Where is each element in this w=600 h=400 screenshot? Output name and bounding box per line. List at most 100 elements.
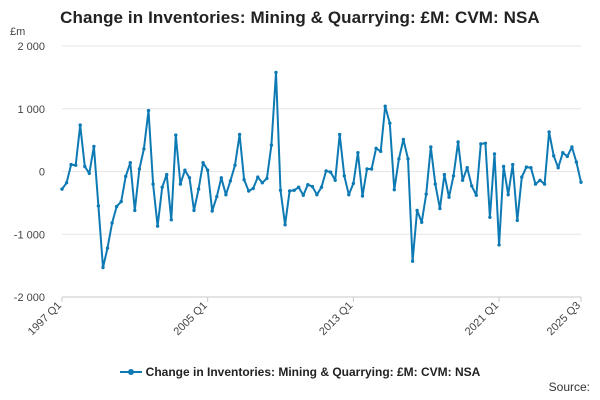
data-point xyxy=(547,130,551,134)
data-point xyxy=(356,151,360,155)
data-point xyxy=(146,108,151,113)
data-point xyxy=(333,178,337,182)
data-point xyxy=(64,181,69,185)
data-point xyxy=(287,189,292,193)
data-point xyxy=(542,182,547,186)
data-point xyxy=(374,146,378,150)
data-point xyxy=(60,187,64,191)
data-point xyxy=(488,215,492,219)
data-point xyxy=(383,104,387,108)
data-point xyxy=(465,166,469,170)
data-point xyxy=(119,199,123,204)
data-point xyxy=(351,181,356,186)
data-point xyxy=(497,243,501,247)
data-point xyxy=(424,192,428,196)
data-point xyxy=(260,181,264,185)
data-point xyxy=(306,183,310,187)
data-point xyxy=(492,152,497,156)
data-point xyxy=(315,193,319,197)
data-point xyxy=(251,186,255,191)
data-point xyxy=(265,176,269,181)
data-point xyxy=(137,167,142,171)
data-point xyxy=(561,151,565,155)
data-point xyxy=(210,209,214,213)
data-point xyxy=(342,174,346,178)
data-point xyxy=(574,160,579,164)
data-point xyxy=(524,165,529,169)
data-point xyxy=(87,171,92,176)
axes xyxy=(61,296,582,302)
y-tick-label: 1 000 xyxy=(17,104,45,116)
data-point xyxy=(215,194,219,199)
y-tick-label: -2 000 xyxy=(14,292,45,304)
y-tick-label: 2 000 xyxy=(17,41,45,53)
data-point xyxy=(292,188,296,192)
data-point xyxy=(228,179,233,183)
data-point xyxy=(474,193,478,197)
data-point xyxy=(392,188,396,192)
data-point xyxy=(552,154,556,158)
data-point xyxy=(155,224,160,228)
data-point xyxy=(133,208,137,213)
data-point xyxy=(401,137,406,142)
data-point xyxy=(278,188,283,192)
data-point xyxy=(83,164,87,169)
data-point xyxy=(360,194,365,198)
data-point xyxy=(520,175,524,179)
data-point xyxy=(415,208,419,213)
data-point xyxy=(78,123,82,127)
x-tick-label: 2005 Q1 xyxy=(171,300,209,338)
data-point xyxy=(324,169,328,173)
data-point xyxy=(347,193,351,197)
data-point xyxy=(74,163,78,167)
data-point xyxy=(379,149,383,154)
data-point xyxy=(447,195,451,199)
data-point xyxy=(565,154,569,159)
x-tick-label: 2013 Q1 xyxy=(317,300,355,338)
data-point xyxy=(247,189,251,193)
data-point xyxy=(160,185,164,189)
data-point xyxy=(237,132,242,137)
data-point xyxy=(169,218,173,222)
data-point xyxy=(192,208,196,213)
data-point xyxy=(301,193,305,197)
legend-label: Change in Inventories: Mining & Quarryin… xyxy=(145,365,481,379)
data-point xyxy=(429,145,433,149)
data-point xyxy=(388,121,392,125)
data-point xyxy=(338,132,342,137)
data-point xyxy=(96,204,101,208)
y-tick-label: -1 000 xyxy=(14,229,45,241)
data-point xyxy=(529,166,533,170)
y-tick-label: 0 xyxy=(39,167,45,179)
data-point xyxy=(206,168,210,172)
data-point xyxy=(451,174,456,178)
data-point xyxy=(456,140,460,144)
data-point xyxy=(501,164,506,169)
data-point xyxy=(570,145,574,149)
data-point xyxy=(410,259,415,263)
data-point xyxy=(219,176,223,180)
series-layer xyxy=(60,70,583,270)
data-point xyxy=(151,182,155,186)
data-point xyxy=(274,70,278,75)
data-point xyxy=(369,167,374,171)
data-point xyxy=(183,168,187,172)
data-point xyxy=(470,184,474,188)
x-tick-label: 1997 Q1 xyxy=(26,300,64,338)
data-point xyxy=(533,182,538,186)
chart-title: Change in Inventories: Mining & Quarryin… xyxy=(60,8,540,27)
data-point xyxy=(165,172,169,177)
data-point xyxy=(442,172,447,177)
data-point xyxy=(479,142,483,146)
data-point xyxy=(556,166,560,170)
data-point xyxy=(187,176,192,180)
data-point xyxy=(105,246,110,250)
data-point xyxy=(511,162,515,167)
data-point xyxy=(124,174,128,179)
data-point xyxy=(397,157,401,161)
data-point xyxy=(224,193,228,197)
data-point xyxy=(297,185,301,189)
y-axis-unit-label: £m xyxy=(10,26,26,38)
legend-item[interactable]: Change in Inventories: Mining & Quarryin… xyxy=(119,365,481,379)
